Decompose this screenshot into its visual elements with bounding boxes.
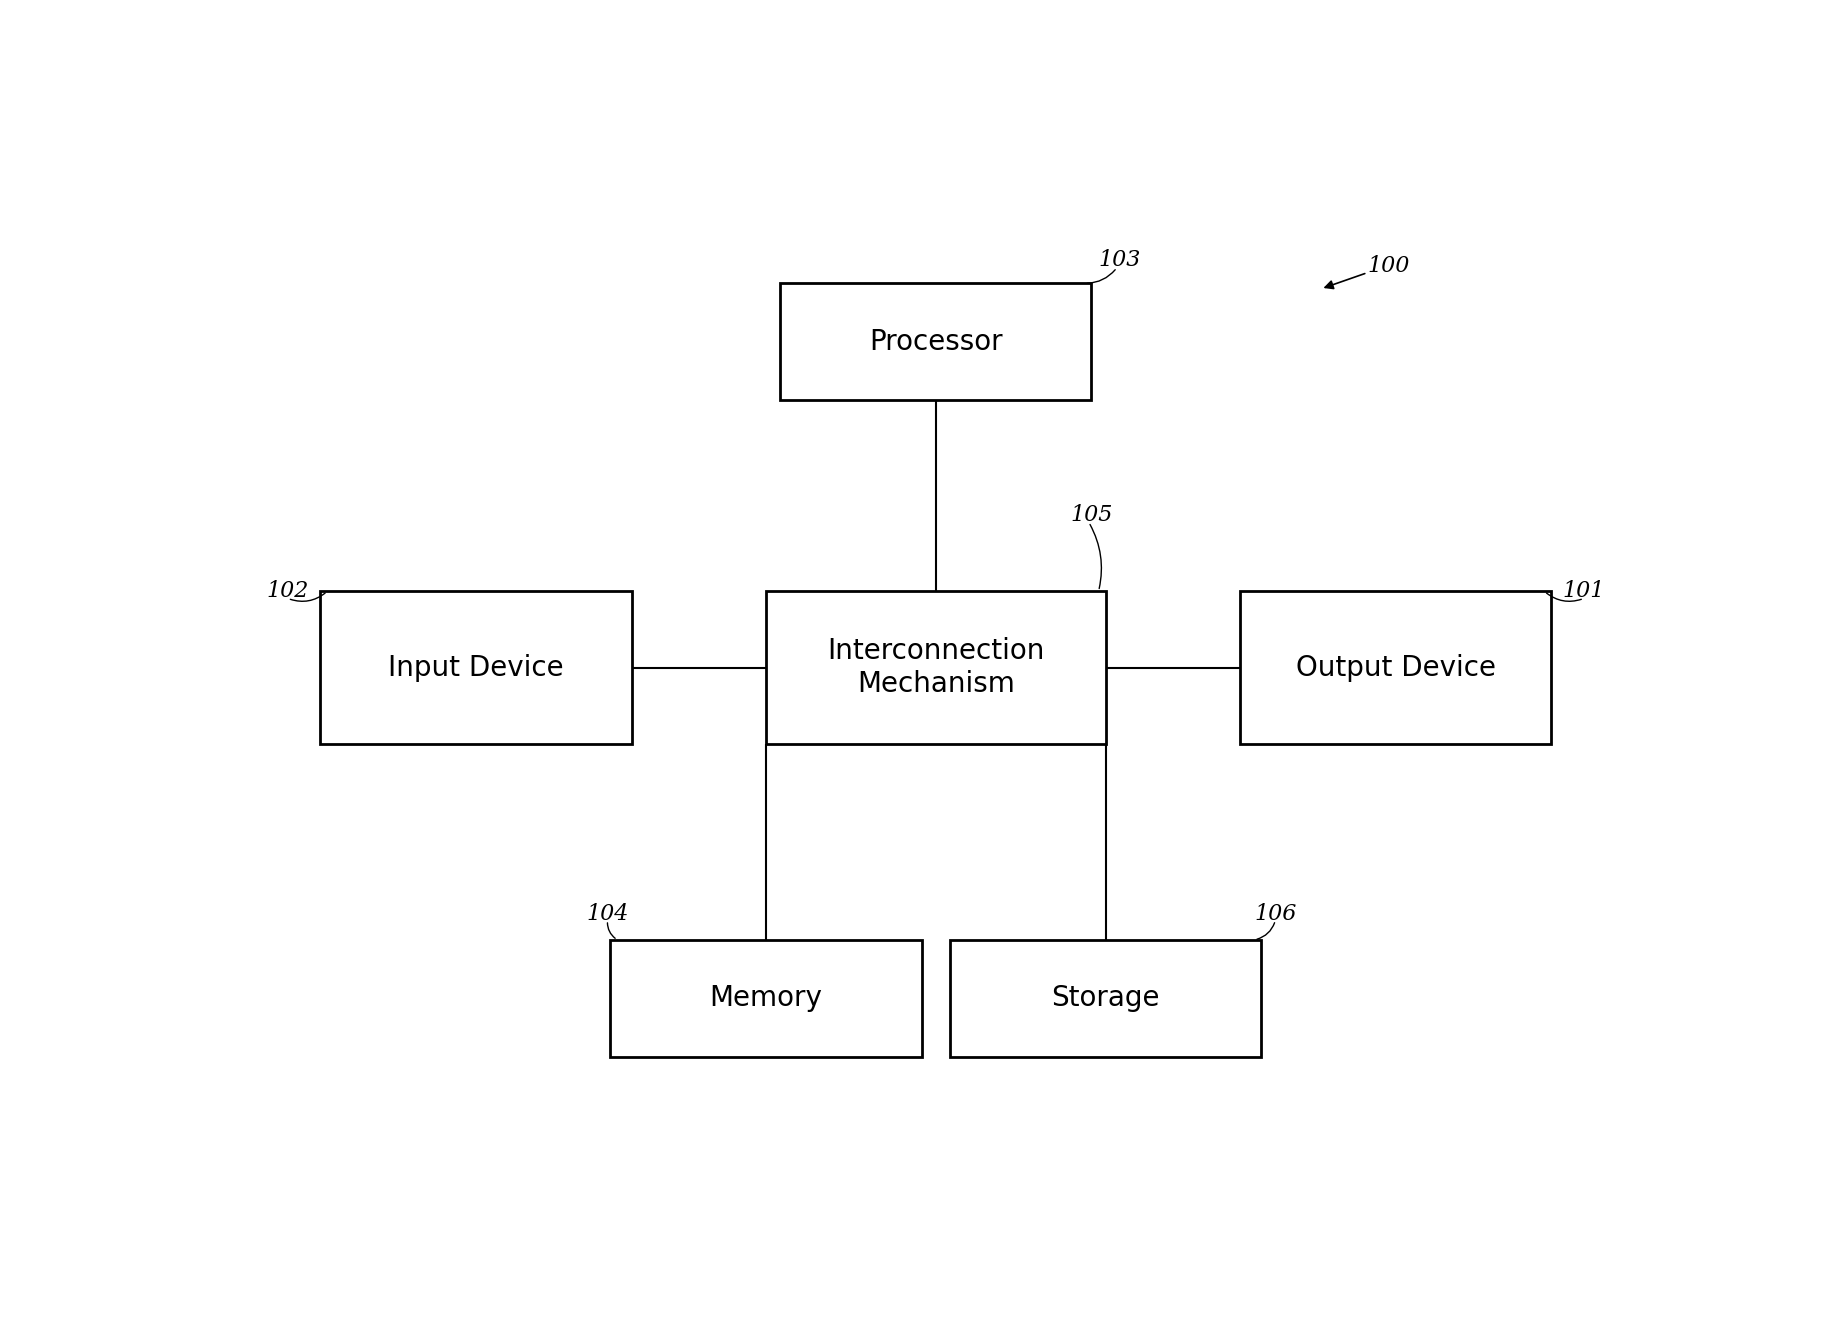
Text: 101: 101 bbox=[1563, 580, 1605, 603]
Text: Storage: Storage bbox=[1052, 985, 1160, 1013]
Text: 106: 106 bbox=[1254, 903, 1296, 925]
Bar bbox=[780, 283, 1092, 401]
Text: Output Device: Output Device bbox=[1296, 653, 1495, 682]
Text: 103: 103 bbox=[1099, 250, 1141, 271]
Bar bbox=[1240, 591, 1552, 744]
Bar bbox=[767, 591, 1107, 744]
Bar bbox=[610, 940, 922, 1058]
Text: 104: 104 bbox=[586, 903, 628, 925]
Text: 100: 100 bbox=[1368, 255, 1410, 276]
Text: 105: 105 bbox=[1070, 504, 1112, 526]
Text: 102: 102 bbox=[267, 580, 309, 603]
Text: Memory: Memory bbox=[710, 985, 822, 1013]
Text: Input Device: Input Device bbox=[389, 653, 564, 682]
Bar bbox=[950, 940, 1262, 1058]
Text: Processor: Processor bbox=[869, 328, 1002, 356]
Text: Interconnection
Mechanism: Interconnection Mechanism bbox=[827, 637, 1044, 698]
Bar bbox=[320, 591, 632, 744]
